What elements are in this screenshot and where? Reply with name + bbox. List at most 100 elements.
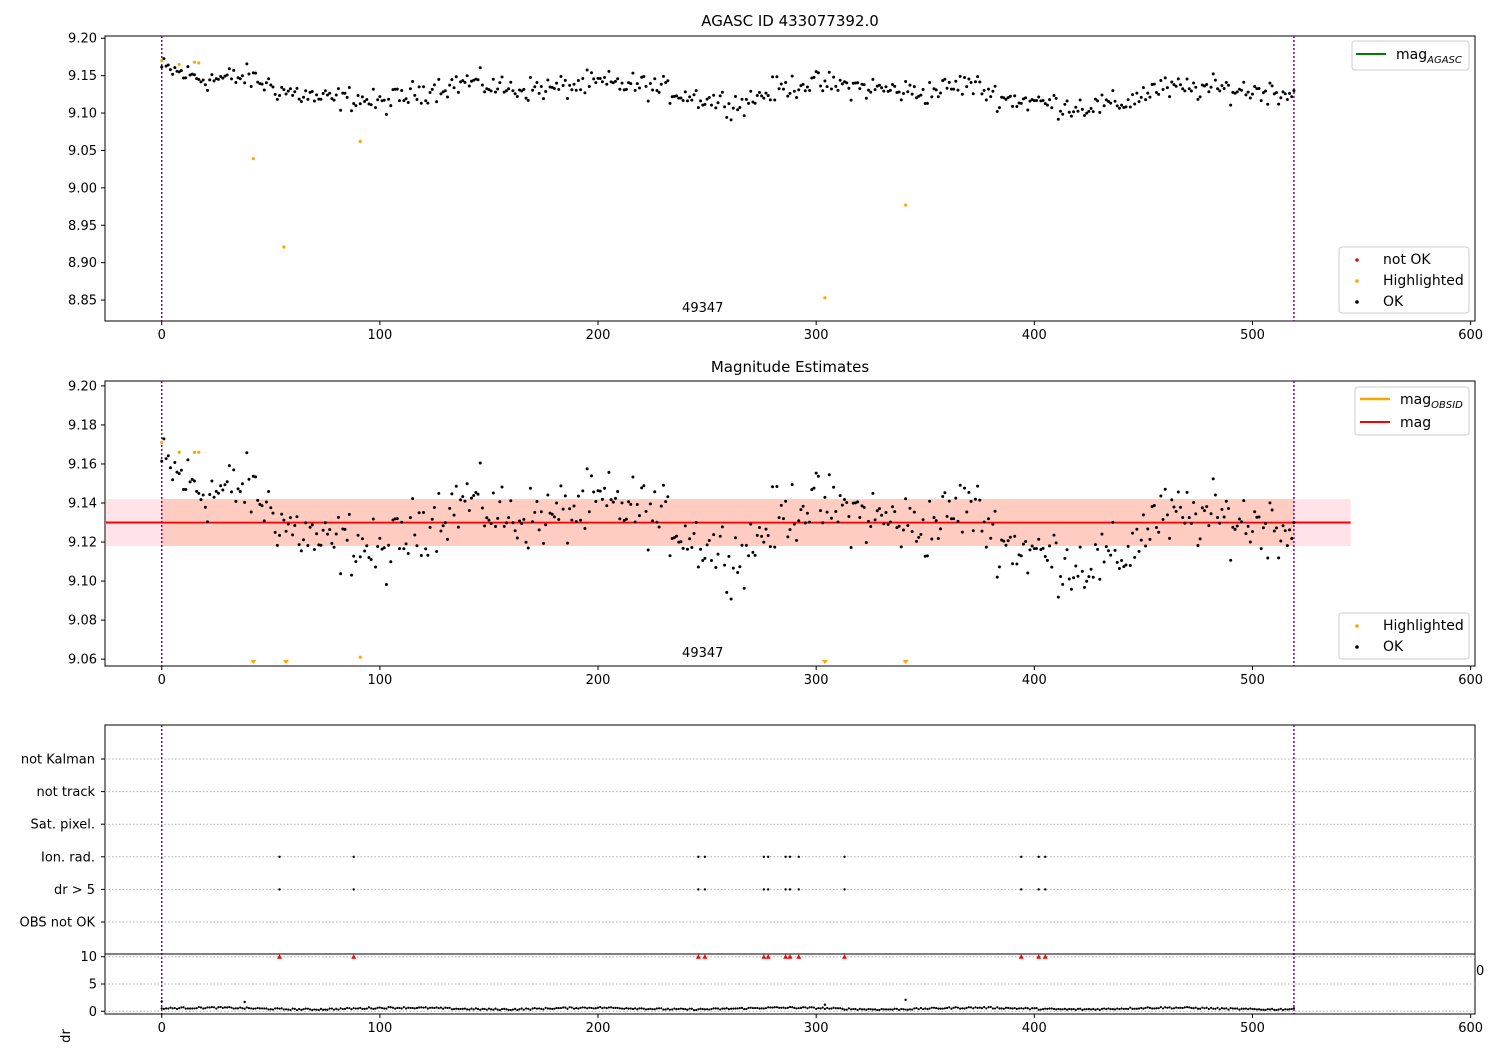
ok-point — [398, 99, 402, 103]
dr-point — [797, 1007, 800, 1010]
ok-point — [936, 95, 940, 99]
dr-point — [1166, 1006, 1169, 1009]
ok-point — [603, 486, 607, 490]
dr-point — [1284, 1008, 1287, 1011]
x-tick-label: 300 — [804, 328, 829, 343]
x-tick-label: 200 — [586, 673, 611, 688]
dr-point — [610, 1006, 613, 1009]
ok-point — [803, 89, 807, 93]
highlighted-point — [160, 59, 164, 63]
dr-point — [503, 1007, 506, 1010]
ok-point — [637, 86, 641, 90]
ok-point — [1117, 567, 1121, 571]
dr-point — [566, 1007, 569, 1010]
ok-point — [764, 91, 768, 95]
dr-point — [913, 1007, 916, 1010]
dr-point — [1151, 1007, 1154, 1010]
ok-point — [493, 90, 497, 94]
dr-point — [468, 1008, 471, 1011]
dr-point — [1118, 1008, 1121, 1011]
ok-point — [297, 97, 301, 101]
ok-point — [517, 519, 521, 523]
dr-point — [1251, 1007, 1254, 1011]
dr-point — [1094, 1008, 1097, 1011]
ok-point — [620, 81, 624, 85]
dr-point — [1033, 1007, 1036, 1010]
dr-point — [546, 1007, 549, 1010]
ok-point — [487, 518, 491, 522]
dr-point — [745, 1007, 748, 1011]
dr-point — [893, 1007, 896, 1010]
dr-point — [937, 1007, 940, 1010]
ok-point — [747, 554, 751, 558]
magnitude-legend-ok-marker — [1355, 645, 1359, 649]
ok-point — [216, 77, 220, 81]
dr-point — [367, 1006, 371, 1009]
ok-point — [901, 91, 905, 95]
dr-point — [415, 1006, 419, 1010]
ok-point — [790, 483, 794, 487]
dr-point — [734, 1007, 737, 1010]
ok-point — [524, 96, 528, 100]
dr-point — [1179, 1006, 1182, 1009]
ok-point — [1069, 114, 1073, 118]
ok-point — [302, 538, 306, 542]
ok-point — [978, 498, 982, 502]
dr-point — [1063, 1007, 1066, 1010]
ok-point — [402, 547, 406, 551]
ok-point — [546, 78, 550, 82]
dr-point — [876, 1008, 879, 1012]
highlighted-point — [282, 245, 286, 249]
dr-point — [173, 1006, 176, 1010]
ok-point — [613, 496, 617, 500]
ok-point — [1209, 512, 1213, 516]
ok-point — [1211, 477, 1215, 481]
ok-point — [607, 69, 611, 73]
dr-point — [769, 1006, 772, 1009]
ok-point — [801, 504, 805, 508]
ok-point — [864, 541, 868, 545]
dr-point — [1002, 1007, 1005, 1010]
y-tick-label: 9.06 — [68, 653, 97, 668]
dr-point — [210, 1005, 213, 1009]
ok-point — [1026, 108, 1030, 112]
dr-point — [348, 1007, 351, 1010]
dr-point — [791, 1006, 794, 1009]
ok-point — [225, 480, 229, 484]
flag-point — [352, 855, 355, 858]
agasc-legend-notok-label: not OK — [1383, 252, 1431, 268]
ok-point — [1240, 88, 1244, 92]
ok-point — [1072, 576, 1076, 580]
ok-point — [408, 516, 412, 520]
dr-point — [1275, 1008, 1278, 1012]
dr-point — [577, 1007, 580, 1010]
dr-point — [241, 1007, 244, 1010]
dr-point — [950, 1007, 953, 1010]
ok-point — [1056, 117, 1060, 121]
ok-point — [869, 90, 873, 94]
dr-point — [1290, 1007, 1293, 1011]
ok-point — [718, 534, 722, 538]
y-tick-label: 9.14 — [68, 497, 97, 512]
ok-point — [264, 81, 268, 85]
ok-point — [651, 519, 655, 523]
ok-point — [483, 90, 487, 94]
ok-point — [790, 74, 794, 78]
category-label: not Kalman — [21, 753, 95, 768]
magnitude-axis-ticks: 0 100 200 300 400 500 6009.069.089.109.129.149… — [68, 379, 1483, 688]
dr-point — [444, 1006, 447, 1009]
dr-point — [959, 1007, 962, 1010]
ok-point — [1011, 562, 1015, 566]
dr-point — [1065, 1008, 1069, 1011]
ok-point — [262, 88, 266, 92]
ok-point — [561, 83, 565, 87]
ok-point — [888, 88, 892, 92]
ok-point — [683, 524, 687, 528]
dr-point — [376, 1006, 379, 1009]
dr-point — [736, 1007, 739, 1010]
ok-point — [971, 529, 975, 533]
ok-point — [731, 566, 735, 570]
ok-point — [583, 526, 587, 530]
